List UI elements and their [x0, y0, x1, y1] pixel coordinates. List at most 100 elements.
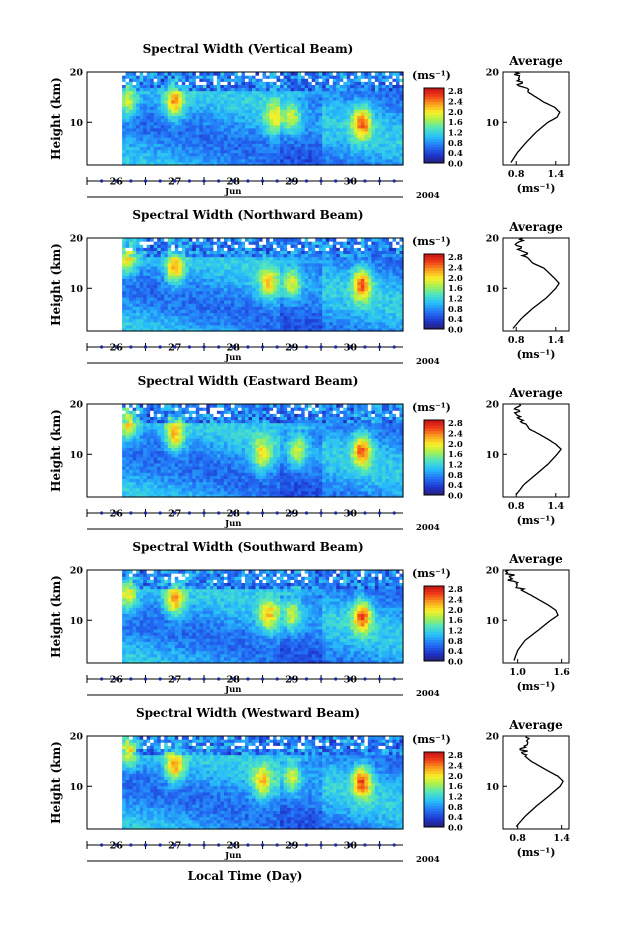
heatmap-cell — [308, 278, 313, 282]
heatmap-cell — [153, 72, 158, 76]
heatmap-cell — [283, 152, 288, 157]
heatmap-cell — [371, 106, 376, 110]
heatmap-cell — [374, 93, 380, 98]
heatmap-cell — [146, 241, 151, 245]
heatmap-cell — [336, 158, 341, 163]
heatmap-cell — [234, 90, 239, 95]
heatmap-cell — [227, 149, 232, 154]
heatmap-cell — [329, 90, 334, 95]
heatmap-cell — [185, 265, 190, 270]
heatmap-cell — [129, 84, 134, 89]
heatmap-cell — [308, 75, 313, 79]
colorbar-segment — [424, 112, 444, 116]
heatmap-cell — [388, 121, 394, 126]
average-unit: (ms⁻¹) — [517, 182, 556, 195]
heatmap-cell — [143, 137, 148, 141]
heatmap-cell — [181, 127, 186, 132]
heatmap-cell — [350, 87, 355, 92]
heatmap-cell — [273, 146, 278, 151]
heatmap-cell — [353, 106, 358, 110]
heatmap-cell — [311, 241, 316, 245]
heatmap-cell — [290, 96, 295, 101]
heatmap-cell — [252, 315, 257, 320]
heatmap-cell — [216, 121, 222, 126]
heatmap-cell — [220, 262, 225, 267]
heatmap-cell — [364, 293, 369, 298]
heatmap-cell — [188, 272, 193, 276]
heatmap-cell — [220, 149, 225, 154]
heatmap-cell — [395, 87, 401, 92]
heatmap-cell — [223, 269, 229, 273]
heatmap-cell — [360, 287, 365, 292]
heatmap-cell — [350, 290, 355, 295]
heatmap-cell — [122, 78, 127, 82]
heatmap-cell — [353, 146, 358, 151]
heatmap-cell — [171, 253, 176, 258]
heatmap-cell — [139, 265, 144, 270]
heatmap-cell — [227, 90, 232, 95]
heatmap-cell — [167, 158, 172, 163]
heatmap-cell — [353, 272, 358, 276]
colorbar-segment — [424, 154, 444, 159]
heatmap-cell — [392, 149, 397, 154]
heatmap-cell — [223, 284, 229, 289]
heatmap-cell — [160, 149, 165, 154]
heatmap-cell — [322, 272, 327, 276]
heatmap-cell — [283, 241, 288, 245]
heatmap-cell — [245, 281, 250, 286]
colorbar-tick-label: 2.0 — [448, 274, 463, 284]
heatmap-cell — [315, 158, 320, 163]
heatmap-cell — [322, 115, 327, 120]
heatmap-cell — [357, 106, 362, 110]
heatmap-cell — [276, 124, 281, 129]
heatmap-cell — [269, 256, 274, 261]
heatmap-cell — [181, 75, 186, 79]
heatmap-cell — [199, 272, 204, 276]
heatmap-cell — [248, 262, 253, 267]
heatmap-cell — [206, 296, 211, 301]
heatmap-cell — [371, 296, 376, 301]
heatmap-cell — [185, 318, 190, 323]
heatmap-cell — [276, 259, 281, 264]
heatmap-cell — [167, 106, 172, 110]
heatmap-cell — [227, 137, 232, 141]
heatmap-cell — [237, 315, 243, 320]
heatmap-cell — [216, 253, 222, 258]
heatmap-cell — [139, 99, 144, 104]
heatmap-cell — [230, 90, 236, 95]
heatmap-cell — [304, 256, 309, 261]
heatmap-cell — [122, 250, 127, 255]
heatmap-cell — [188, 121, 193, 126]
heatmap-cell — [276, 262, 281, 267]
heatmap-cell — [332, 300, 337, 304]
heatmap-cell — [237, 146, 243, 151]
heatmap-cell — [213, 324, 218, 329]
heatmap-cell — [287, 158, 292, 163]
colorbar-tick-label: 2.4 — [448, 97, 463, 107]
heatmap-cell — [350, 296, 355, 301]
heatmap-cell — [325, 293, 330, 298]
heatmap-cell — [213, 315, 218, 320]
heatmap-cell — [125, 300, 130, 304]
heatmap-cell — [311, 124, 316, 129]
heatmap-cell — [181, 278, 186, 282]
heatmap-cell — [188, 275, 193, 279]
heatmap-cell — [132, 259, 137, 264]
heatmap-cell — [367, 155, 372, 160]
heatmap-cell — [216, 75, 222, 79]
heatmap-cell — [259, 241, 264, 245]
heatmap-cell — [374, 269, 380, 273]
heatmap-cell — [153, 75, 158, 79]
heatmap-cell — [315, 244, 320, 248]
heatmap-cell — [304, 155, 309, 160]
heatmap-cell — [297, 318, 302, 323]
heatmap-cell — [259, 238, 264, 242]
heatmap-cell — [174, 146, 179, 151]
heatmap-cell — [157, 84, 162, 89]
heatmap-cell — [339, 103, 344, 107]
heatmap-cell — [188, 290, 193, 295]
heatmap-cell — [318, 265, 323, 270]
heatmap-cell — [192, 124, 197, 129]
heatmap-cell — [322, 281, 327, 286]
heatmap-cell — [262, 303, 267, 307]
